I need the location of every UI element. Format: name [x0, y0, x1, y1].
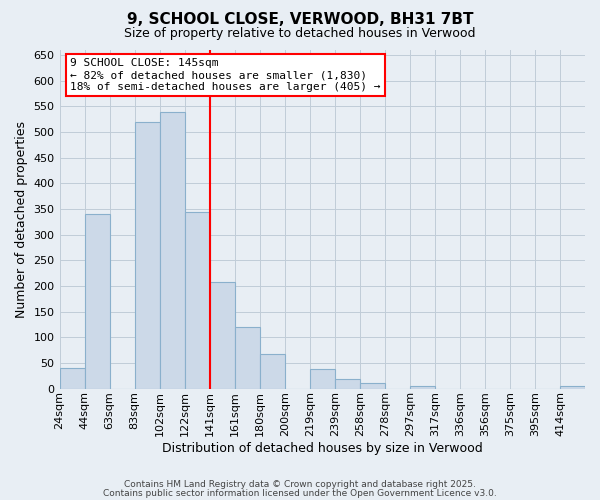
Bar: [360, 383, 385, 388]
Bar: [410, 386, 435, 388]
Bar: [185, 212, 209, 388]
X-axis label: Distribution of detached houses by size in Verwood: Distribution of detached houses by size …: [162, 442, 482, 455]
Bar: [235, 327, 260, 388]
Bar: [85, 214, 110, 388]
Bar: [560, 386, 585, 388]
Bar: [335, 380, 360, 388]
Text: 9, SCHOOL CLOSE, VERWOOD, BH31 7BT: 9, SCHOOL CLOSE, VERWOOD, BH31 7BT: [127, 12, 473, 28]
Text: Contains public sector information licensed under the Open Government Licence v3: Contains public sector information licen…: [103, 488, 497, 498]
Bar: [209, 282, 235, 389]
Bar: [160, 112, 185, 388]
Bar: [310, 369, 335, 388]
Y-axis label: Number of detached properties: Number of detached properties: [15, 121, 28, 318]
Bar: [134, 122, 160, 388]
Text: Size of property relative to detached houses in Verwood: Size of property relative to detached ho…: [124, 28, 476, 40]
Bar: [59, 368, 85, 388]
Text: 9 SCHOOL CLOSE: 145sqm
← 82% of detached houses are smaller (1,830)
18% of semi-: 9 SCHOOL CLOSE: 145sqm ← 82% of detached…: [70, 58, 380, 92]
Bar: [260, 354, 285, 388]
Text: Contains HM Land Registry data © Crown copyright and database right 2025.: Contains HM Land Registry data © Crown c…: [124, 480, 476, 489]
